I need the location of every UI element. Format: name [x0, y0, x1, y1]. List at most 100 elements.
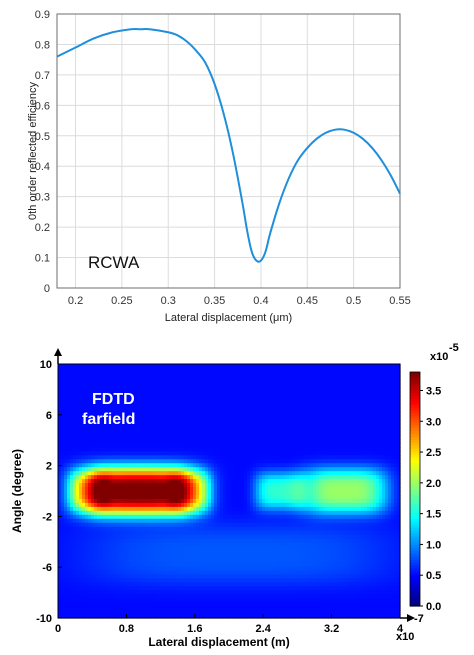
heatmap-cell	[196, 594, 200, 599]
heatmap-cell	[97, 423, 101, 429]
heatmap-cell	[70, 379, 74, 385]
heatmap-cell	[100, 383, 104, 389]
heatmap-cell	[67, 487, 71, 492]
heatmap-cell	[118, 554, 122, 560]
heatmap-cell	[157, 610, 161, 615]
heatmap-cell	[184, 534, 188, 540]
heatmap-cell	[88, 435, 92, 441]
heatmap-cell	[64, 439, 68, 444]
heatmap-cell	[97, 459, 101, 464]
heatmap-cell	[58, 447, 62, 452]
heatmap-cell	[91, 467, 95, 472]
heatmap-cell	[190, 522, 194, 528]
heatmap-cell	[118, 383, 122, 389]
heatmap-cell	[97, 427, 101, 433]
heatmap-cell	[169, 570, 173, 575]
heatmap-cell	[178, 526, 182, 532]
heatmap-cell	[109, 570, 113, 575]
heatmap-cell	[175, 367, 179, 373]
heatmap-cell	[94, 455, 98, 460]
heatmap-cell	[112, 590, 116, 595]
heatmap-cell	[172, 530, 176, 536]
heatmap-cell	[160, 610, 164, 615]
heatmap-cell	[148, 403, 152, 409]
heatmap-cell	[94, 602, 98, 607]
heatmap-cell	[115, 467, 119, 472]
heatmap-cell	[61, 395, 65, 401]
heatmap-cell	[97, 483, 101, 488]
heatmap-cell	[181, 427, 185, 433]
heatmap-cell	[178, 518, 182, 524]
heatmap-cell	[190, 518, 194, 524]
heatmap-cell	[100, 578, 104, 583]
heatmap-cell	[100, 566, 104, 571]
heatmap-cell	[142, 534, 146, 540]
heatmap-cell	[82, 514, 86, 520]
heatmap-cell	[100, 451, 104, 456]
heatmap-cell	[178, 534, 182, 540]
heatmap-cell	[91, 582, 95, 587]
heatmap-cell	[181, 407, 185, 413]
heatmap-cell	[118, 542, 122, 548]
heatmap-cell	[169, 471, 173, 476]
heatmap-cell	[193, 463, 197, 468]
heatmap-cell	[94, 538, 98, 544]
heatmap-cell	[166, 411, 170, 417]
heatmap-cell	[73, 431, 77, 437]
heatmap-cell	[88, 471, 92, 476]
heatmap-cell	[139, 598, 143, 603]
heatmap-cell	[61, 542, 65, 548]
heatmap-cell	[157, 566, 161, 571]
heatmap-cell	[169, 459, 173, 464]
heatmap-cell	[196, 411, 200, 417]
heatmap-cell	[196, 590, 200, 595]
heatmap-cell	[145, 530, 149, 536]
heatmap-cell	[178, 574, 182, 579]
heatmap-cell	[61, 546, 65, 552]
heatmap-cell	[61, 562, 65, 568]
heatmap-cell	[199, 427, 203, 433]
heatmap-cell	[148, 451, 152, 456]
heatmap-cell	[166, 566, 170, 571]
heatmap-cell	[130, 443, 134, 448]
heatmap-cell	[112, 574, 116, 579]
heatmap-cell	[103, 451, 107, 456]
heatmap-cell	[187, 550, 191, 556]
heatmap-cell	[91, 542, 95, 548]
heatmap-cell	[142, 586, 146, 591]
heatmap-cell	[160, 518, 164, 524]
heatmap-cell	[100, 447, 104, 452]
heatmap-cell	[181, 506, 185, 512]
heatmap-cell	[184, 443, 188, 448]
heatmap-cell	[148, 538, 152, 544]
heatmap-cell	[106, 455, 110, 460]
heatmap-cell	[199, 562, 203, 568]
heatmap-cell	[166, 514, 170, 520]
heatmap-cell	[94, 383, 98, 389]
heatmap-cell	[178, 491, 182, 496]
heatmap-cell	[172, 479, 176, 484]
heatmap-cell	[127, 590, 131, 595]
heatmap-cell	[145, 554, 149, 560]
heatmap-cell	[130, 387, 134, 393]
heatmap-cell	[169, 483, 173, 488]
heatmap-cell	[106, 364, 110, 369]
heatmap-cell	[181, 498, 185, 504]
heatmap-cell	[112, 435, 116, 441]
heatmap-cell	[166, 578, 170, 583]
heatmap-cell	[163, 471, 167, 476]
heatmap-cell	[142, 371, 146, 377]
heatmap-cell	[94, 526, 98, 532]
heatmap-cell	[118, 518, 122, 524]
heatmap-cell	[196, 538, 200, 544]
heatmap-cell	[163, 399, 167, 405]
heatmap-cell	[103, 554, 107, 560]
heatmap-cell	[175, 494, 179, 500]
heatmap-cell	[184, 415, 188, 421]
heatmap-cell	[91, 546, 95, 552]
heatmap-cell	[94, 554, 98, 560]
heatmap-cell	[58, 522, 62, 528]
heatmap-cell	[103, 606, 107, 611]
heatmap-cell	[148, 463, 152, 468]
heatmap-cell	[139, 514, 143, 520]
